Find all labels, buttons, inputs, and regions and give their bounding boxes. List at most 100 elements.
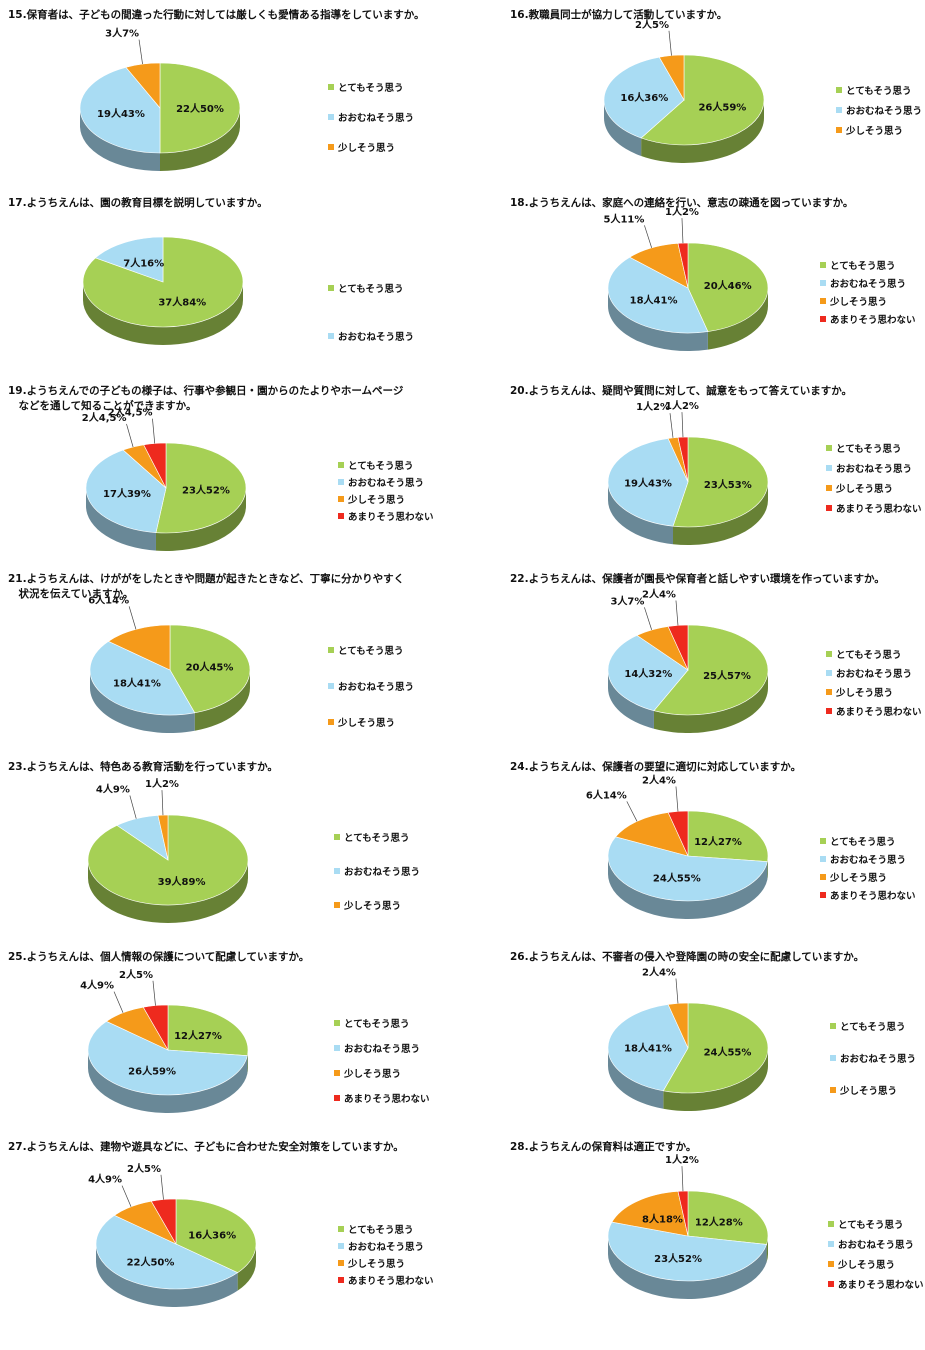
legend-item: おおむねそう思う [334, 854, 420, 888]
pie-slice [607, 1004, 689, 1092]
legend-label: 少しそう思う [836, 687, 894, 699]
leader-line [138, 39, 143, 65]
pie-slice [658, 54, 685, 102]
legend-item: とてもそう思う [338, 456, 434, 473]
legend: とてもそう思う おおむねそう思う 少しそう思う あまりそう思わない [334, 1010, 430, 1110]
legend-item: とてもそう思う [826, 438, 922, 458]
pie-chart: 12人27% 24人55% 6人14% 2人4% [586, 774, 769, 919]
legend-item: とてもそう思う [334, 1010, 430, 1035]
pie-chart: 24人55% 18人41% 2人4% [607, 966, 769, 1111]
pie-slice [607, 634, 689, 712]
pie-slice [667, 1002, 689, 1049]
legend-label: おおむねそう思う [838, 1240, 915, 1251]
pie-slice [175, 1198, 257, 1274]
data-label: 19人43% [97, 107, 145, 120]
legend-swatch [334, 834, 340, 840]
legend-swatch [328, 333, 334, 339]
legend-label: おおむねそう思う [348, 477, 425, 489]
legend-item: あまりそう思わない [338, 1271, 434, 1288]
pie-slice [95, 1214, 239, 1290]
data-label: 39人89% [158, 875, 206, 888]
legend-label: おおむねそう思う [840, 1054, 917, 1065]
legend-label: おおむねそう思う [846, 106, 923, 117]
legend-label: とてもそう思う [846, 86, 912, 97]
chart-panel: 28.ようちえんの保育料は適正ですか。 12人28% 23人52% 8人18% 1人2%… [510, 1140, 925, 1325]
data-label: 18人41% [624, 1041, 672, 1054]
leader-line [126, 423, 134, 448]
pie-chart: 12人27% 26人59% 4人9% 2人5% [80, 968, 249, 1113]
legend-swatch [328, 114, 334, 120]
data-label: 2人5% [127, 1162, 161, 1175]
data-label: 37人84% [158, 296, 206, 309]
legend-label: おおむねそう思う [338, 332, 415, 343]
legend: とてもそう思う おおむねそう思う 少しそう思う [830, 1010, 916, 1106]
legend-swatch [328, 84, 334, 90]
legend-label: とてもそう思う [830, 261, 896, 272]
pie-slice [672, 436, 769, 528]
pie-slice-side [673, 482, 768, 545]
legend-item: あまりそう思わない [828, 1274, 924, 1294]
data-label: 2人4% [642, 588, 676, 601]
pie-slice [125, 62, 161, 109]
legend-label: あまりそう思わない [830, 891, 916, 902]
legend-item: あまりそう思わない [826, 701, 922, 720]
data-label: 6人14% [88, 593, 129, 606]
legend-label: おおむねそう思う [344, 1043, 421, 1055]
legend-label: あまりそう思わない [838, 1280, 924, 1291]
legend-item: とてもそう思う [826, 644, 922, 663]
data-label: 16人36% [620, 91, 668, 104]
legend-label: おおむねそう思う [338, 682, 415, 693]
pie-slice [687, 810, 769, 862]
data-label: 24人55% [653, 872, 701, 885]
legend-item: とてもそう思う [828, 1214, 924, 1234]
legend-label: 少しそう思う [338, 143, 396, 154]
pie-slice [150, 1198, 177, 1246]
data-label: 1人2% [665, 1153, 699, 1166]
legend-label: とてもそう思う [836, 444, 902, 455]
leader-line [121, 1185, 132, 1207]
legend: とてもそう思う おおむねそう思う 少しそう思う あまりそう思わない [820, 256, 916, 328]
data-label: 14人32% [624, 667, 672, 680]
pie-slice [607, 438, 689, 527]
data-label: 17人39% [103, 487, 151, 500]
legend-label: おおむねそう思う [836, 464, 913, 475]
legend-item: 少しそう思う [338, 1254, 434, 1271]
legend-swatch [836, 87, 842, 93]
legend-swatch [826, 669, 832, 676]
legend-item: 少しそう思う [826, 478, 922, 498]
legend-item: おおむねそう思う [826, 458, 922, 478]
legend-swatch [826, 688, 832, 695]
pie-slice [607, 836, 768, 902]
legend-label: とてもそう思う [348, 460, 414, 472]
legend: とてもそう思うおおむねそう思う 少しそう思うあまりそう思わない [828, 1214, 924, 1294]
legend-swatch [328, 144, 334, 150]
legend-item: 少しそう思う [826, 682, 922, 701]
legend-label: とてもそう思う [338, 284, 404, 295]
pie-chart: 20人45% 18人41% 6人14% [88, 593, 251, 733]
data-label: 18人41% [113, 677, 161, 690]
data-label: 4人9% [96, 783, 130, 796]
data-label: 23人52% [654, 1252, 702, 1265]
data-label: 23人53% [704, 478, 752, 491]
legend-item: とてもそう思う [820, 256, 916, 274]
leader-line [129, 795, 137, 819]
chart-title: 22.ようちえんは、保護者が園長や保育者と話しやすい環境を作っていますか。 [510, 573, 885, 585]
chart-panel: 17.ようちえんは、園の教育目標を説明していますか。 37人84% 7人16% とても… [8, 196, 448, 381]
legend-swatch [338, 1242, 344, 1249]
legend-item: 少しそう思う [830, 1074, 916, 1106]
chart-title: 27.ようちえんは、建物や遊具などに、子どもに合わせた安全対策をしていますか。 [8, 1141, 404, 1153]
data-label: 20人45% [186, 660, 234, 673]
legend-label: 少しそう思う [846, 126, 904, 137]
chart-panel: 26.ようちえんは、不審者の侵入や登降園の時の安全に配慮していますか。 24人55… [510, 950, 925, 1135]
pie-slice-side [80, 108, 160, 171]
legend-label: とてもそう思う [836, 649, 902, 661]
legend-label: 少しそう思う [838, 1260, 896, 1271]
chart-title: 17.ようちえんは、園の教育目標を説明していますか。 [8, 197, 268, 209]
legend: とてもそう思う おおむねそう思う 少しそう思う あまりそう思わない [826, 644, 922, 720]
chart-panel: 15.保育者は、子どもの間違った行動に対しては厳しくも愛情ある指導をしていますか… [8, 8, 448, 193]
legend-swatch [826, 650, 832, 657]
legend: とてもそう思う おおむねそう思う 少しそう思う [328, 72, 414, 162]
legend-label: 少しそう思う [348, 1258, 406, 1270]
pie-slice-side [766, 1236, 768, 1263]
legend-label: 少しそう思う [840, 1086, 898, 1097]
